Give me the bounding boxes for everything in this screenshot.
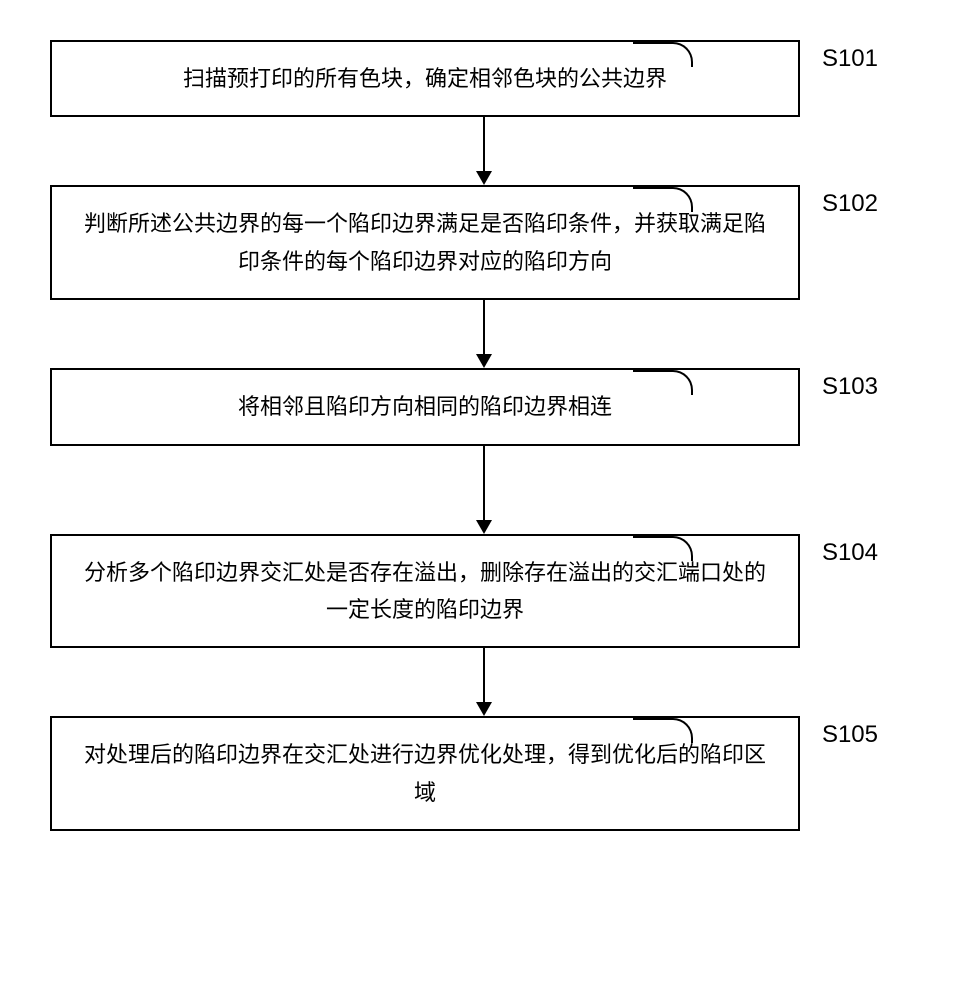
arrow-connector [476,300,492,368]
step-container-2: 判断所述公共边界的每一个陷印边界满足是否陷印条件，并获取满足陷印条件的每个陷印边… [50,185,918,300]
step-container-1: 扫描预打印的所有色块，确定相邻色块的公共边界 S101 [50,40,918,117]
step-text: 扫描预打印的所有色块，确定相邻色块的公共边界 [183,60,667,97]
step-text: 分析多个陷印边界交汇处是否存在溢出，删除存在溢出的交汇端口处的一定长度的陷印边界 [82,554,768,629]
arrow-line [483,648,485,703]
arrow-head-icon [476,702,492,716]
step-label-s103: S103 [822,373,878,401]
step-box-s105: 对处理后的陷印边界在交汇处进行边界优化处理，得到优化后的陷印区域 [50,716,800,831]
arrow-connector [476,648,492,716]
step-label-s105: S105 [822,721,878,749]
label-connector [633,42,693,67]
arrow-head-icon [476,520,492,534]
label-connector [633,187,693,212]
label-connector [633,536,693,561]
step-container-5: 对处理后的陷印边界在交汇处进行边界优化处理，得到优化后的陷印区域 S105 [50,716,918,831]
arrow-line [483,300,485,355]
step-label-s104: S104 [822,539,878,567]
arrow-line [483,446,485,521]
arrow-connector [476,446,492,534]
label-connector [633,370,693,395]
step-container-3: 将相邻且陷印方向相同的陷印边界相连 S103 [50,368,918,445]
arrow-head-icon [476,354,492,368]
label-connector [633,718,693,743]
step-label-s101: S101 [822,45,878,73]
step-text: 对处理后的陷印边界在交汇处进行边界优化处理，得到优化后的陷印区域 [82,736,768,811]
step-text: 将相邻且陷印方向相同的陷印边界相连 [238,388,612,425]
arrow-line [483,117,485,172]
arrow-connector [476,117,492,185]
arrow-head-icon [476,171,492,185]
step-text: 判断所述公共边界的每一个陷印边界满足是否陷印条件，并获取满足陷印条件的每个陷印边… [82,205,768,280]
step-box-s103: 将相邻且陷印方向相同的陷印边界相连 [50,368,800,445]
step-label-s102: S102 [822,190,878,218]
step-container-4: 分析多个陷印边界交汇处是否存在溢出，删除存在溢出的交汇端口处的一定长度的陷印边界… [50,534,918,649]
step-box-s104: 分析多个陷印边界交汇处是否存在溢出，删除存在溢出的交汇端口处的一定长度的陷印边界 [50,534,800,649]
flowchart-container: 扫描预打印的所有色块，确定相邻色块的公共边界 S101 判断所述公共边界的每一个… [50,40,918,831]
step-box-s101: 扫描预打印的所有色块，确定相邻色块的公共边界 [50,40,800,117]
step-box-s102: 判断所述公共边界的每一个陷印边界满足是否陷印条件，并获取满足陷印条件的每个陷印边… [50,185,800,300]
